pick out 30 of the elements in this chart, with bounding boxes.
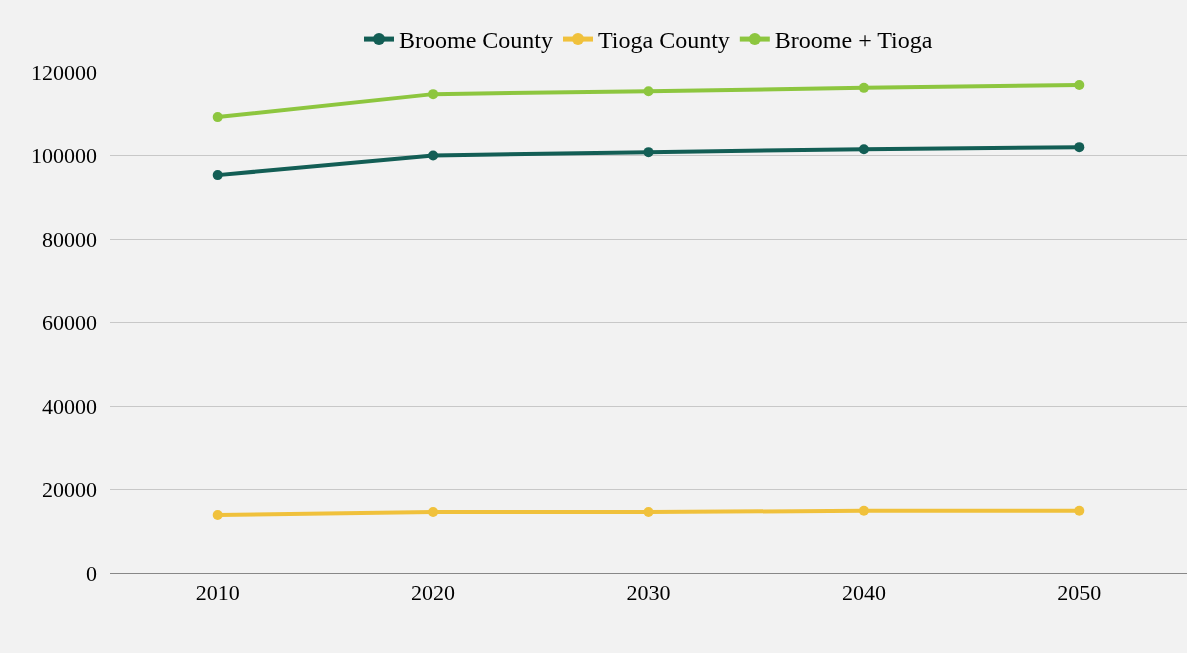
- x-tick-label: 2010: [195, 580, 240, 606]
- point: [212, 112, 223, 123]
- y-tick-label: 20000: [42, 477, 97, 503]
- point: [212, 509, 223, 520]
- x-tick-label: 2050: [1057, 580, 1102, 606]
- y-tick-label: 80000: [42, 226, 97, 252]
- x-tick-label: 2020: [411, 580, 456, 606]
- point: [1074, 142, 1085, 153]
- legend-label: Tioga County: [598, 27, 730, 54]
- point: [428, 89, 439, 100]
- y-tick-label: 100000: [31, 143, 97, 169]
- point: [858, 505, 869, 516]
- point: [1074, 79, 1085, 90]
- point: [643, 507, 654, 518]
- point: [212, 170, 223, 181]
- point: [428, 150, 439, 161]
- y-tick-label: 120000: [31, 59, 97, 85]
- point: [858, 82, 869, 93]
- x-tick-label: 2040: [841, 580, 886, 606]
- point: [428, 507, 439, 518]
- point: [858, 144, 869, 155]
- legend-label: Broome + Tioga: [774, 27, 933, 54]
- y-tick-label: 40000: [42, 393, 97, 419]
- x-tick-label: 2030: [626, 580, 671, 606]
- point: [643, 86, 654, 97]
- point: [643, 147, 654, 158]
- point: [1074, 505, 1085, 516]
- y-tick-label: 0: [86, 560, 97, 586]
- y-tick-label: 60000: [42, 310, 97, 336]
- legend-label: Broome County: [399, 27, 553, 54]
